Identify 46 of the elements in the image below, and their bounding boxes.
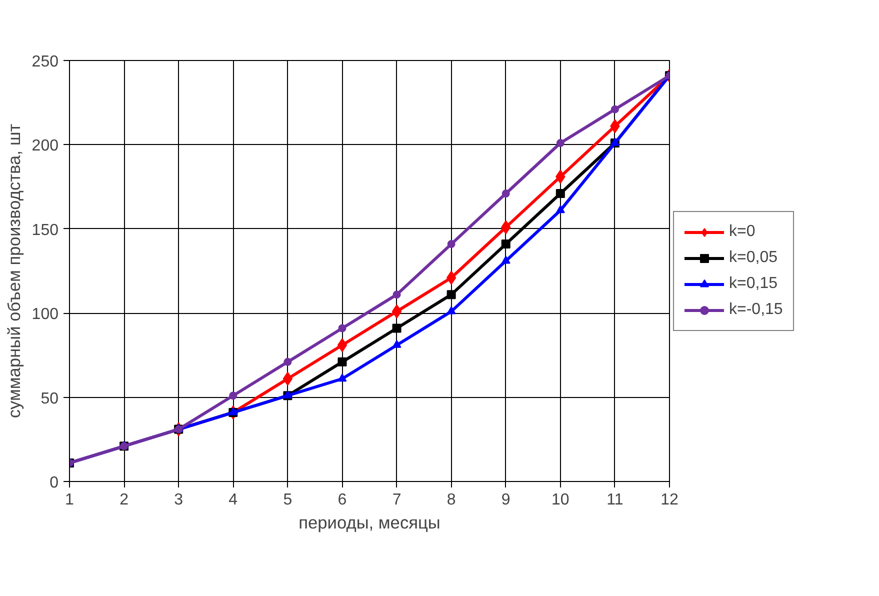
point [502,190,510,198]
point [501,240,510,249]
point [501,256,510,264]
x-tick-label: 3 [174,492,184,508]
point [392,290,401,299]
point [338,324,346,332]
x-tick-label: 12 [660,492,678,508]
x-tick-label: 9 [501,492,510,508]
x-axis-title: периоды, месяцы [298,512,440,532]
x-tick-label: 8 [446,492,456,508]
point [446,306,456,314]
point [447,240,456,248]
y-tick-label: 250 [32,54,59,70]
point [282,372,293,386]
point [338,357,347,366]
y-tick-label: 150 [32,222,59,239]
x-tick-label: 10 [552,492,570,508]
point [446,290,456,300]
point [392,304,402,318]
point [556,139,564,148]
point [556,205,565,214]
legend-label: k=0,15 [729,274,778,292]
y-tick-label: 200 [32,138,59,155]
legend-label: k=0,05 [729,248,778,266]
legend-label: k=0 [729,222,756,240]
y-axis-title: суммарный объем производства, шт [4,124,24,418]
x-tick-label: 2 [120,492,129,508]
x-tick-label: 6 [338,492,347,508]
point [284,358,292,366]
point [229,392,238,400]
x-tick-label: 1 [65,492,74,508]
point [610,105,619,114]
point [446,270,456,285]
x-tick-label: 7 [392,492,402,508]
point [392,340,402,348]
y-tick-label: 100 [32,306,59,324]
y-tick-label: 0 [50,474,59,492]
point [337,338,348,352]
y-tick-label: 50 [40,390,59,408]
point [392,324,402,333]
x-tick-label: 11 [606,492,624,508]
x-tick-label: 5 [283,492,292,508]
point [338,374,347,382]
legend-label: k=-0,15 [729,300,783,318]
point [556,189,565,198]
x-tick-label: 4 [228,492,238,508]
